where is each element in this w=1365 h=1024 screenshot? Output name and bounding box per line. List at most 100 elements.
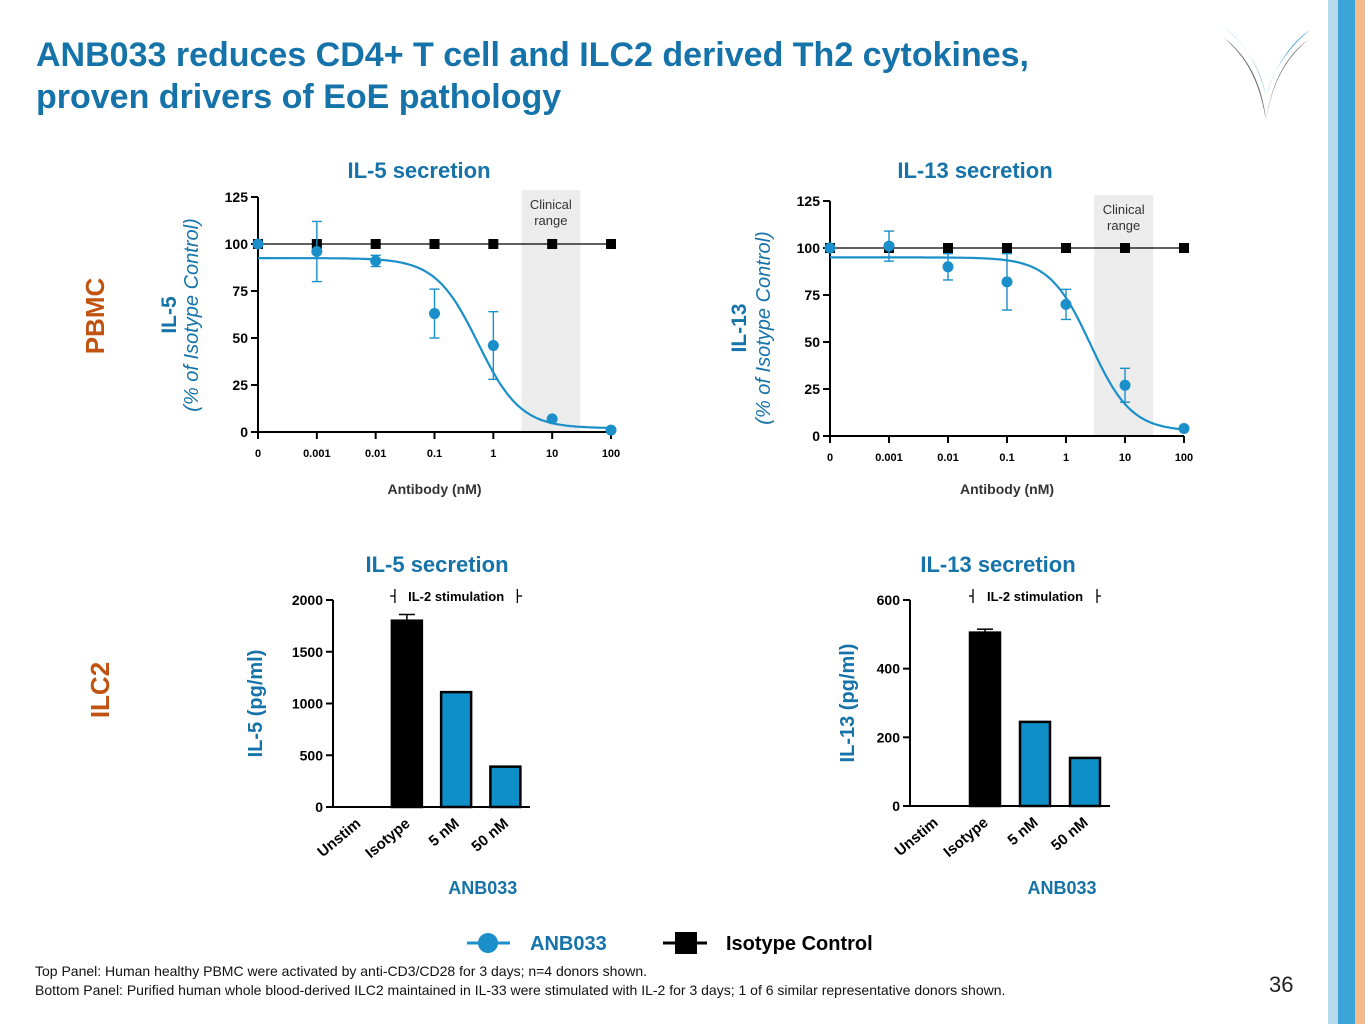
ilc2-il13-y-axis-label: IL-13 (pg/ml) — [837, 644, 859, 763]
pbmc-il13-chart: IL-13 secretionClinicalrange025507510012… — [728, 158, 1193, 497]
ilc2-il13-y-tick-label: 400 — [877, 661, 901, 677]
ilc2-il5-bracket-label: IL-2 stimulation — [408, 589, 504, 604]
ilc2-il5-y-tick-label: 0 — [315, 799, 323, 815]
pbmc-il5-anb033-point — [252, 238, 264, 250]
ilc2-il13-bar — [968, 631, 1002, 808]
legend-anb033-marker — [478, 933, 498, 953]
pbmc-il13-y-tick-label: 50 — [804, 334, 820, 350]
pbmc-il13-anb033-point — [942, 261, 954, 273]
pbmc-il13-x-tick-label: 0.001 — [875, 452, 903, 464]
row-label-pbmc: PBMC — [80, 278, 110, 355]
pbmc-il5-x-tick-label: 10 — [546, 448, 558, 460]
pbmc-il13-y-tick-label: 75 — [804, 287, 820, 303]
ilc2-il5-category-label: Unstim — [314, 815, 364, 861]
ilc2-il5-bar — [439, 690, 473, 809]
pbmc-il5-x-tick-label: 100 — [602, 448, 620, 460]
pbmc-il5-anb033-point — [605, 424, 617, 436]
ilc2-il13-category-label: 5 nM — [1004, 814, 1041, 849]
ilc2-il13-category-label: Unstim — [892, 814, 942, 860]
slide-title-line-2: proven drivers of EoE pathology — [36, 78, 562, 116]
pbmc-il13-anb033-point — [1119, 379, 1131, 391]
pbmc-il13-y-tick-label: 0 — [812, 428, 820, 444]
pbmc-il13-anb033-point — [824, 242, 836, 254]
footnote-bottom-panel: Bottom Panel: Purified human whole blood… — [35, 982, 1006, 998]
pbmc-il5-clinical-band — [521, 190, 581, 432]
pbmc-il5-x-tick-label: 0 — [255, 448, 261, 460]
ilc2-il5-group-label: ANB033 — [448, 878, 517, 898]
ilc2-il13-category-label: 50 nM — [1048, 814, 1091, 854]
pbmc-il5-clinical-label-2: range — [534, 213, 567, 228]
pbmc-il13-isotype-point — [1061, 243, 1071, 253]
pbmc-il5-y-axis-sublabel: (% of Isotype Control) — [181, 218, 203, 411]
pbmc-il13-y-tick-label: 100 — [797, 240, 821, 256]
pbmc-il13-x-tick-label: 0 — [827, 452, 833, 464]
pbmc-il13-isotype-point — [1179, 243, 1189, 253]
ilc2-il5-y-axis-label: IL-5 (pg/ml) — [245, 650, 267, 758]
pbmc-il13-anb033-point — [1001, 276, 1013, 288]
slide-title: ANB033 reduces CD4+ T cell and ILC2 deri… — [36, 34, 1236, 118]
pbmc-il13-x-tick-label: 0.1 — [999, 452, 1014, 464]
pbmc-il5-anb033-point — [487, 340, 499, 352]
pbmc-il5-x-tick-label: 0.1 — [427, 448, 442, 460]
page-number: 36 — [1269, 972, 1294, 997]
pbmc-il5-y-tick-label: 50 — [232, 330, 248, 346]
pbmc-il5-x-tick-label: 0.01 — [365, 448, 386, 460]
pbmc-il13-y-tick-label: 125 — [797, 193, 821, 209]
ilc2-il5-chart: IL-5 secretion 0 500 1000 1500 2000 UnstimIsot… — [245, 552, 530, 898]
pbmc-il5-isotype-point — [429, 239, 440, 249]
pbmc-il13-clinical-label-1: Clinical — [1103, 202, 1145, 217]
pbmc-il5-isotype-point — [606, 239, 616, 249]
pbmc-il5-anb033-point — [429, 308, 440, 320]
ilc2-il5-bar — [489, 765, 522, 809]
pbmc-il13-clinical-band — [1094, 195, 1154, 436]
ilc2-il5-bar — [390, 619, 424, 809]
ilc2-il5-y-tick-label: 1000 — [292, 696, 323, 712]
pbmc-il5-y-tick-label: 125 — [225, 189, 249, 205]
pbmc-il5-x-tick-label: 0.001 — [303, 448, 331, 460]
ilc2-il13-group-label: ANB033 — [1027, 878, 1096, 898]
ilc2-il13-y-tick-label: 0 — [892, 798, 900, 814]
pbmc-il13-isotype-point — [1002, 243, 1012, 253]
pbmc-il13-anb033-point — [1178, 422, 1190, 434]
pbmc-il13-isotype-point — [943, 243, 953, 253]
ilc2-il5-category-label: Isotype — [362, 815, 413, 862]
pbmc-il5-y-tick-label: 100 — [225, 236, 249, 252]
pbmc-il5-isotype-point — [547, 239, 558, 249]
ilc2-il5-category-label: 50 nM — [468, 815, 511, 855]
pbmc-il13-y-tick-label: 25 — [804, 381, 820, 397]
pbmc-il5-clinical-label-1: Clinical — [530, 197, 572, 212]
pbmc-il5-y-axis-label: IL-5 — [158, 296, 181, 334]
pbmc-il5-y-tick-label: 75 — [232, 283, 248, 299]
pbmc-il13-y-axis-sublabel: (% of Isotype Control) — [753, 231, 775, 424]
sidebar-stripe-blue — [1338, 0, 1355, 1024]
pbmc-il13-isotype-point — [1120, 243, 1130, 253]
ilc2-il13-bar — [1068, 756, 1102, 808]
pbmc-il13-title: IL-13 secretion — [897, 158, 1052, 183]
pbmc-il5-isotype-point — [488, 239, 499, 249]
pbmc-il13-anb033-fit-curve — [829, 256, 1185, 431]
ilc2-il13-title: IL-13 secretion — [920, 552, 1075, 577]
pbmc-il13-anb033-point — [883, 240, 895, 252]
pbmc-il13-x-axis-label: Antibody (nM) — [960, 481, 1054, 497]
pbmc-il5-y-tick-label: 25 — [232, 377, 248, 393]
ilc2-il13-category-label: Isotype — [940, 814, 991, 861]
row-label-ilc2: ILC2 — [85, 662, 115, 718]
pbmc-il5-title: IL-5 secretion — [347, 158, 490, 183]
pbmc-il5-x-axis-label: Antibody (nM) — [387, 481, 481, 497]
pbmc-il13-x-tick-label: 1 — [1063, 452, 1069, 464]
ilc2-il13-y-tick-label: 200 — [877, 729, 901, 745]
ilc2-il5-y-tick-label: 500 — [300, 747, 324, 763]
legend-anb033-label: ANB033 — [530, 933, 607, 955]
sidebar-stripe-orange — [1355, 0, 1365, 1024]
ilc2-il13-bar — [1018, 720, 1052, 808]
pbmc-il5-x-tick-label: 1 — [490, 448, 496, 460]
pbmc-il5-anb033-fit-curve — [257, 257, 611, 429]
ilc2-il13-bracket-label: IL-2 stimulation — [987, 589, 1083, 604]
legend: ANB033 Isotype Control — [467, 932, 873, 955]
pbmc-il5-anb033-point — [311, 246, 323, 258]
ilc2-il5-category-label: 5 nM — [426, 815, 463, 850]
ilc2-il5-y-tick-label: 1500 — [292, 644, 323, 660]
footnote-top-panel: Top Panel: Human healthy PBMC were activ… — [35, 963, 648, 979]
